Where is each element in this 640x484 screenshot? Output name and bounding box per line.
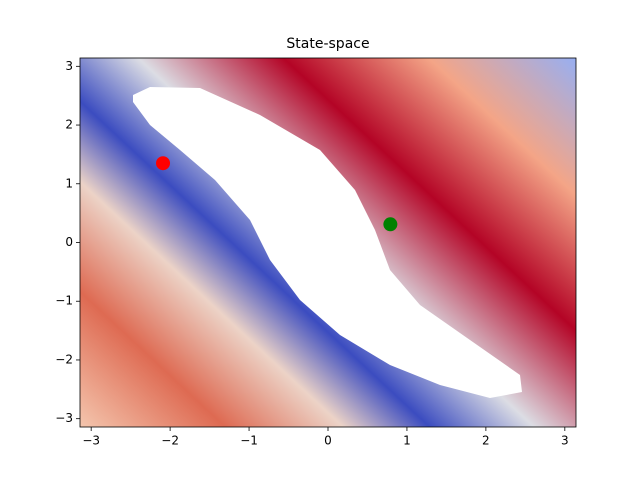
- x-tick-label: 0: [324, 434, 332, 448]
- y-tick-label: −1: [55, 294, 73, 308]
- y-tick-label: 3: [65, 59, 73, 73]
- x-tick-label: 3: [561, 434, 569, 448]
- point: [156, 156, 171, 171]
- x-tick-label: −2: [161, 434, 179, 448]
- x-tick-label: 1: [403, 434, 411, 448]
- y-tick-label: 2: [65, 118, 73, 132]
- y-tick-label: −2: [55, 352, 73, 366]
- point: [383, 217, 398, 232]
- x-tick-label: −1: [240, 434, 258, 448]
- chart-title: State-space: [286, 36, 369, 52]
- y-tick-label: −3: [55, 411, 73, 425]
- y-tick-label: 1: [65, 176, 73, 190]
- masked-region: [133, 87, 522, 398]
- y-tick-label: 0: [65, 235, 73, 249]
- x-tick-label: −3: [82, 434, 100, 448]
- x-tick-label: 2: [482, 434, 490, 448]
- heatmap: [80, 58, 576, 427]
